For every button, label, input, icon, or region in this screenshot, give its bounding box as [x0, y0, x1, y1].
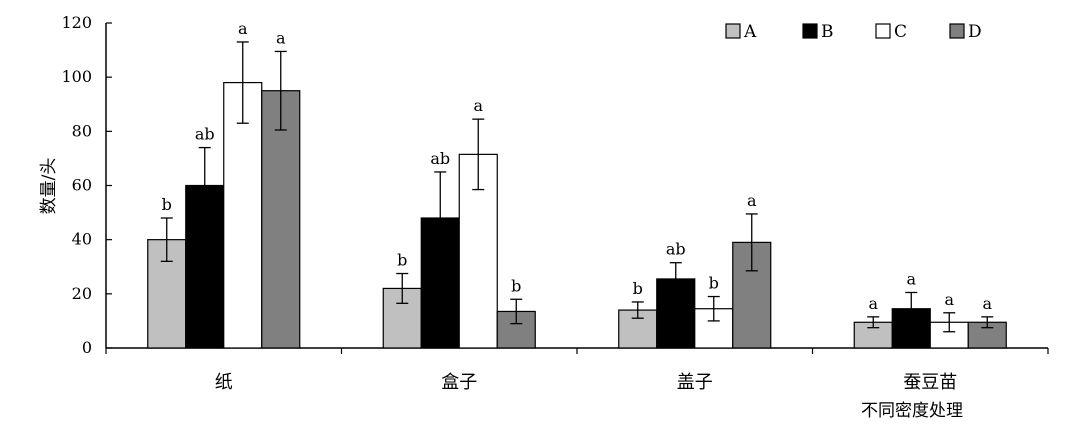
- legend-label: A: [743, 22, 757, 42]
- significance-label: a: [868, 294, 878, 313]
- legend-swatch: [949, 23, 965, 39]
- significance-label: b: [511, 276, 521, 295]
- significance-label: ab: [195, 125, 215, 144]
- x-axis-title: 不同密度处理: [861, 401, 963, 421]
- y-tick-label: 80: [72, 121, 92, 140]
- y-tick-label: 40: [72, 230, 92, 249]
- y-tick-label: 100: [61, 67, 92, 86]
- significance-label: a: [982, 294, 992, 313]
- significance-label: a: [473, 96, 483, 115]
- bar: [929, 321, 969, 349]
- x-category-label: 纸: [215, 372, 233, 393]
- y-tick-label: 0: [82, 338, 92, 357]
- error-bars: [160, 41, 994, 333]
- legend-label: C: [894, 22, 907, 42]
- x-category-label: 蚕豆苗: [903, 372, 957, 393]
- significance-label: a: [944, 290, 954, 309]
- legend-swatch: [875, 23, 891, 39]
- bar: [967, 321, 1007, 349]
- x-axis: 纸 盒子 盖子 蚕豆苗: [105, 347, 1049, 393]
- x-category-label: 盒子: [441, 372, 477, 393]
- y-axis: 0 20 40 60 80 100 120: [61, 13, 112, 357]
- y-tick-label: 60: [72, 176, 92, 195]
- legend-swatch: [802, 23, 818, 39]
- significance-label: a: [747, 191, 757, 210]
- significance-label: b: [709, 274, 719, 293]
- y-tick-label: 20: [72, 284, 92, 303]
- significance-label: b: [397, 251, 407, 270]
- y-tick-label: 120: [61, 13, 92, 32]
- significance-label: a: [276, 28, 286, 47]
- significance-label: b: [162, 195, 172, 214]
- y-axis-title: 数量/头: [39, 158, 59, 215]
- bar: [261, 90, 301, 349]
- legend-label: B: [821, 22, 834, 42]
- legend-swatch: [725, 23, 741, 39]
- significance-label: ab: [430, 149, 450, 168]
- significance-label: ab: [666, 240, 686, 259]
- bar: [223, 81, 263, 349]
- legend-label: D: [968, 22, 982, 42]
- significance-label: b: [633, 279, 643, 298]
- legend: A B C D: [725, 22, 982, 42]
- significance-label: a: [238, 19, 248, 38]
- significance-label: a: [906, 269, 916, 288]
- x-category-label: 盖子: [677, 372, 713, 393]
- bars: [147, 81, 1007, 349]
